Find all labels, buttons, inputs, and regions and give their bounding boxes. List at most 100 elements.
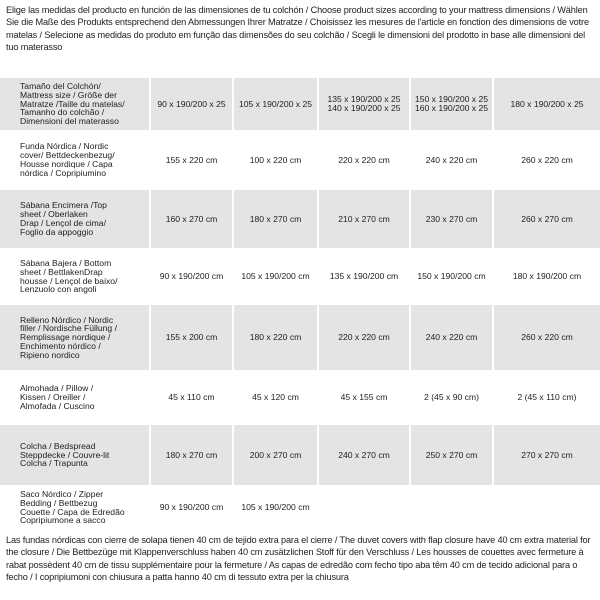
cell-line: 180 x 190/200 x 25 bbox=[510, 98, 584, 109]
cell-line: Enchimento nórdico / bbox=[20, 340, 101, 351]
cell-line: Tamanho do colchão / bbox=[20, 107, 105, 118]
cell-line: 240 x 220 cm bbox=[425, 154, 478, 165]
cell-line: 90 x 190/200 x 25 bbox=[157, 98, 226, 109]
size-cell: 45 x 120 cm bbox=[232, 370, 318, 425]
cell-line: Steppdecke / Couvre-lit bbox=[20, 449, 110, 460]
cell-line: Relleno Nórdico / Nordic bbox=[20, 314, 114, 325]
size-cell: 135 x 190/200 cm bbox=[317, 248, 410, 305]
row-label: Colcha / Bedspread Steppdecke / Couvre-li… bbox=[0, 425, 150, 485]
row-label: Almohada / Pillow / Kissen / Oreiller / Al… bbox=[0, 370, 150, 425]
cell-line: 105 x 190/200 cm bbox=[241, 502, 310, 513]
cell-line: 270 x 270 cm bbox=[521, 449, 573, 460]
size-cell: 180 x 270 cm bbox=[232, 190, 318, 248]
table-row: Sábana Bajera / Bottom sheet / BettlakenD… bbox=[0, 248, 600, 305]
row-label: Funda Nórdica / Nordic cover/ Bettdeckenb… bbox=[0, 130, 150, 190]
row-label: Relleno Nórdico / Nordic filler / Nordisc… bbox=[0, 305, 150, 370]
footer-text: Las fundas nórdicas con cierre de solapa… bbox=[6, 535, 591, 583]
cell-line: Drap / Lençol de cima/ bbox=[20, 218, 106, 228]
size-table: Tamaño del Colchón/Mattress size / Größe… bbox=[0, 78, 600, 530]
cell-line: Copripiumone a sacco bbox=[20, 515, 106, 526]
cell-line: 220 x 220 cm bbox=[338, 154, 390, 165]
size-cell: 90 x 190/200 cm bbox=[149, 485, 233, 530]
cell-line: Couette / Capa de Edredão bbox=[20, 506, 125, 517]
cell-line: Bedding / Bettbezug bbox=[20, 497, 98, 508]
size-cell: 250 x 270 cm bbox=[409, 425, 493, 485]
table-row: Colcha / Bedspread Steppdecke / Couvre-li… bbox=[0, 425, 600, 485]
size-cell: 180 x 190/200 x 25 bbox=[492, 78, 600, 130]
size-cell: 180 x 190/200 cm bbox=[492, 248, 600, 305]
row-label: Sábana Encimera /Top sheet / Oberlaken Dra… bbox=[0, 190, 150, 248]
size-cell: 270 x 270 cm bbox=[492, 425, 600, 485]
size-cell: 220 x 220 cm bbox=[317, 305, 410, 370]
cell-line: sheet / Oberlaken bbox=[20, 209, 88, 220]
size-cell: 210 x 270 cm bbox=[317, 190, 410, 248]
size-cell: 45 x 110 cm bbox=[149, 370, 233, 425]
cell-line: 260 x 220 cm bbox=[521, 332, 573, 343]
size-cell: 150 x 190/200 cm bbox=[409, 248, 493, 305]
cell-line: Tamaño del Colchón/ bbox=[20, 81, 101, 91]
cell-line: 45 x 155 cm bbox=[340, 392, 388, 403]
cell-line: 250 x 270 cm bbox=[425, 449, 478, 460]
size-cell: 220 x 220 cm bbox=[317, 130, 410, 190]
cell-line: 220 x 220 cm bbox=[338, 332, 390, 343]
cell-line: 90 x 190/200 cm bbox=[159, 271, 224, 282]
empty-cell bbox=[317, 485, 410, 530]
size-cell: 90 x 190/200 x 25 bbox=[149, 78, 233, 130]
cell-line: 260 x 270 cm bbox=[521, 213, 573, 224]
table-row: Sábana Encimera /Top sheet / Oberlaken Dra… bbox=[0, 190, 600, 248]
cell-line: sheet / BettlakenDrap bbox=[20, 266, 103, 277]
table-row: Almohada / Pillow / Kissen / Oreiller / Al… bbox=[0, 370, 600, 425]
size-cell: 105 x 190/200 x 25 bbox=[232, 78, 318, 130]
size-cell: 150 x 190/200 x 25 160 x 190/200 x 25 bbox=[409, 78, 493, 130]
cell-line: Sábana Encimera /Top bbox=[20, 200, 107, 211]
cell-line: Saco Nórdico / Zipper bbox=[20, 488, 104, 499]
table-row: Tamaño del Colchón/Mattress size / Größe… bbox=[0, 78, 600, 130]
size-cell: 45 x 155 cm bbox=[317, 370, 410, 425]
table-row: Funda Nórdica / Nordic cover/ Bettdeckenb… bbox=[0, 130, 600, 190]
size-cell: 240 x 220 cm bbox=[409, 305, 493, 370]
size-cell: 160 x 270 cm bbox=[149, 190, 233, 248]
cell-line: Housse nordique / Capa bbox=[20, 159, 113, 169]
cell-line: Sábana Bajera / Bottom bbox=[20, 257, 112, 268]
cell-line: 155 x 200 cm bbox=[165, 332, 218, 343]
cell-line: 135 x 190/200 x 25 bbox=[327, 94, 401, 105]
cell-line: Ripieno nordico bbox=[20, 349, 80, 360]
cell-line: 180 x 270 cm bbox=[249, 213, 302, 224]
cell-line: 150 x 190/200 x 25 bbox=[414, 94, 489, 105]
cell-line: cover/ Bettdeckenbezug/ bbox=[20, 150, 115, 161]
size-cell: 2 (45 x 110 cm) bbox=[492, 370, 600, 425]
cell-line: Colcha / Bedspread bbox=[20, 440, 96, 451]
cell-line: 150 x 190/200 cm bbox=[417, 271, 486, 282]
size-cell: 105 x 190/200 cm bbox=[232, 248, 318, 305]
cell-line: 45 x 110 cm bbox=[168, 392, 215, 403]
cell-line: Mattress size / Größe der bbox=[20, 89, 117, 100]
cell-line: 105 x 190/200 x 25 bbox=[238, 98, 313, 109]
size-cell: 105 x 190/200 cm bbox=[232, 485, 318, 530]
cell-line: 135 x 190/200 cm bbox=[329, 271, 399, 282]
cell-line: 260 x 220 cm bbox=[521, 154, 573, 165]
size-cell: 2 (45 x 90 cm) bbox=[409, 370, 493, 425]
size-cell: 260 x 220 cm bbox=[492, 130, 600, 190]
header-text: Elige las medidas del producto en funció… bbox=[6, 5, 589, 53]
cell-line: 240 x 270 cm bbox=[338, 449, 390, 460]
cell-line: 2 (45 x 90 cm) bbox=[424, 392, 479, 403]
cell-line: 210 x 270 cm bbox=[338, 213, 390, 224]
cell-line: Almofada / Cuscino bbox=[20, 400, 95, 411]
cell-line: housse / Lençol de baixo/ bbox=[20, 275, 118, 286]
size-cell: 230 x 270 cm bbox=[409, 190, 493, 248]
empty-cell bbox=[409, 485, 493, 530]
cell-line: 45 x 120 cm bbox=[252, 392, 299, 403]
cell-line: 200 x 270 cm bbox=[249, 449, 302, 460]
cell-line: Funda Nórdica / Nordic bbox=[20, 141, 109, 152]
cell-line: filler / Nordische Füllung / bbox=[20, 323, 117, 334]
cell-line: 160 x 190/200 x 25 bbox=[414, 103, 489, 113]
table-row: Relleno Nórdico / Nordic filler / Nordisc… bbox=[0, 305, 600, 370]
size-cell: 260 x 220 cm bbox=[492, 305, 600, 370]
cell-line: 155 x 220 cm bbox=[165, 154, 218, 165]
cell-line: Foglio da appoggio bbox=[20, 226, 94, 237]
cell-line: Lenzuolo con angoli bbox=[20, 284, 97, 295]
cell-line: 180 x 220 cm bbox=[249, 332, 302, 343]
size-cell: 135 x 190/200 x 25 140 x 190/200 x 25 bbox=[317, 78, 410, 130]
table-row: Saco Nórdico / Zipper Bedding / Bettbezug… bbox=[0, 485, 600, 530]
